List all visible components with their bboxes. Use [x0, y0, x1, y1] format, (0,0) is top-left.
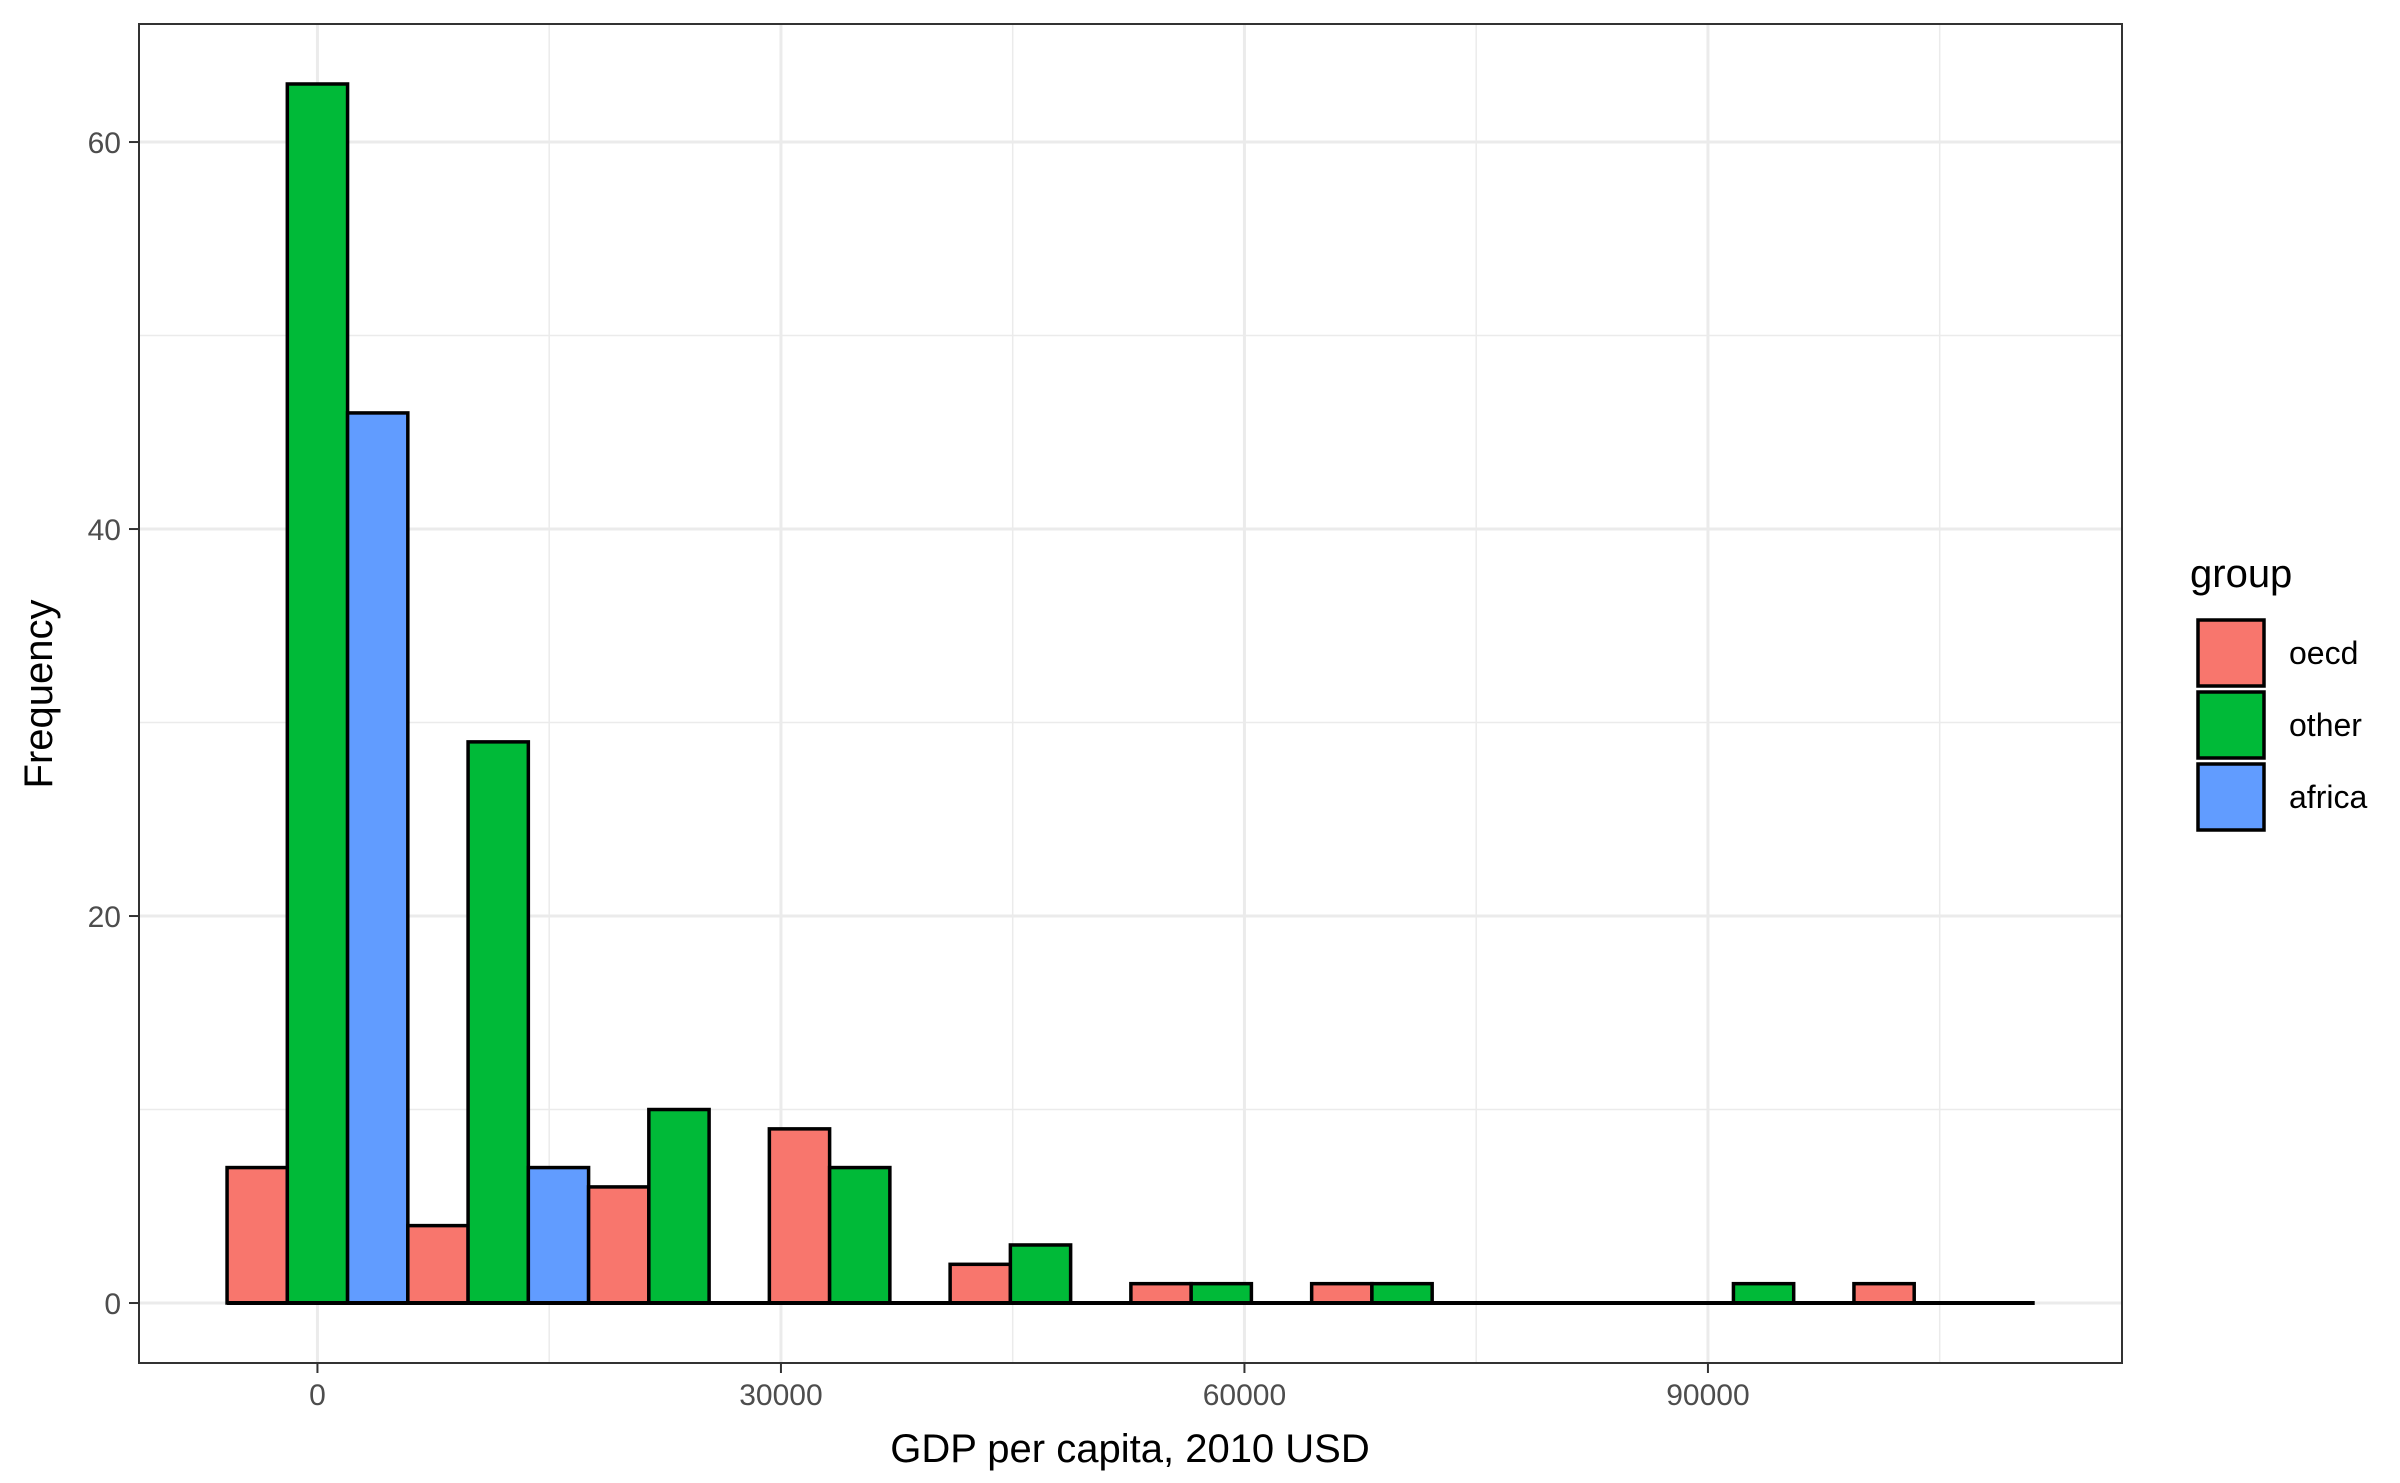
bar-other: [1189, 1281, 1254, 1305]
legend-key-oecd: [2196, 618, 2266, 688]
bar-other: [647, 1107, 711, 1305]
x-tick-label: 0: [309, 1379, 326, 1412]
bar-other: [1370, 1281, 1434, 1305]
legend-key-africa: [2196, 762, 2266, 832]
bar-africa: [526, 1165, 591, 1305]
bar-oecd: [1852, 1281, 1916, 1305]
legend-label-other: other: [2289, 707, 2362, 743]
bar-other: [827, 1165, 892, 1305]
y-axis: 0 20 40 60: [88, 127, 139, 1321]
plot-panel: [139, 24, 2122, 1363]
bar-oecd: [406, 1223, 470, 1305]
y-tick-label: 60: [88, 127, 121, 160]
bar-oecd: [1309, 1281, 1374, 1305]
bar-other: [285, 82, 350, 1305]
legend-title: group: [2190, 552, 2292, 596]
bar-africa: [345, 411, 410, 1305]
x-tick-label: 90000: [1666, 1379, 1749, 1412]
y-tick-label: 0: [104, 1288, 121, 1321]
bar-oecd: [225, 1165, 290, 1305]
y-tick-label: 20: [88, 901, 121, 934]
x-tick-label: 60000: [1203, 1379, 1286, 1412]
legend-label-oecd: oecd: [2289, 635, 2358, 671]
bar-oecd: [586, 1185, 651, 1305]
x-tick-label: 30000: [739, 1379, 822, 1412]
bar-oecd: [948, 1262, 1013, 1305]
y-tick-label: 40: [88, 514, 121, 547]
bars: [225, 82, 1916, 1305]
legend-label-africa: africa: [2289, 779, 2367, 815]
plot-border: [138, 23, 2123, 1364]
x-axis: 0 30000 60000 90000: [309, 1363, 1750, 1412]
bar-oecd: [1129, 1281, 1193, 1305]
bar-other: [1008, 1243, 1073, 1305]
bar-other: [1731, 1281, 1796, 1305]
bar-other: [466, 740, 531, 1305]
legend: group oecd other africa: [2190, 552, 2367, 832]
bar-oecd: [767, 1127, 832, 1305]
legend-key-other: [2196, 690, 2266, 760]
y-axis-title: Frequency: [17, 600, 61, 789]
x-axis-title: GDP per capita, 2010 USD: [890, 1427, 1370, 1471]
